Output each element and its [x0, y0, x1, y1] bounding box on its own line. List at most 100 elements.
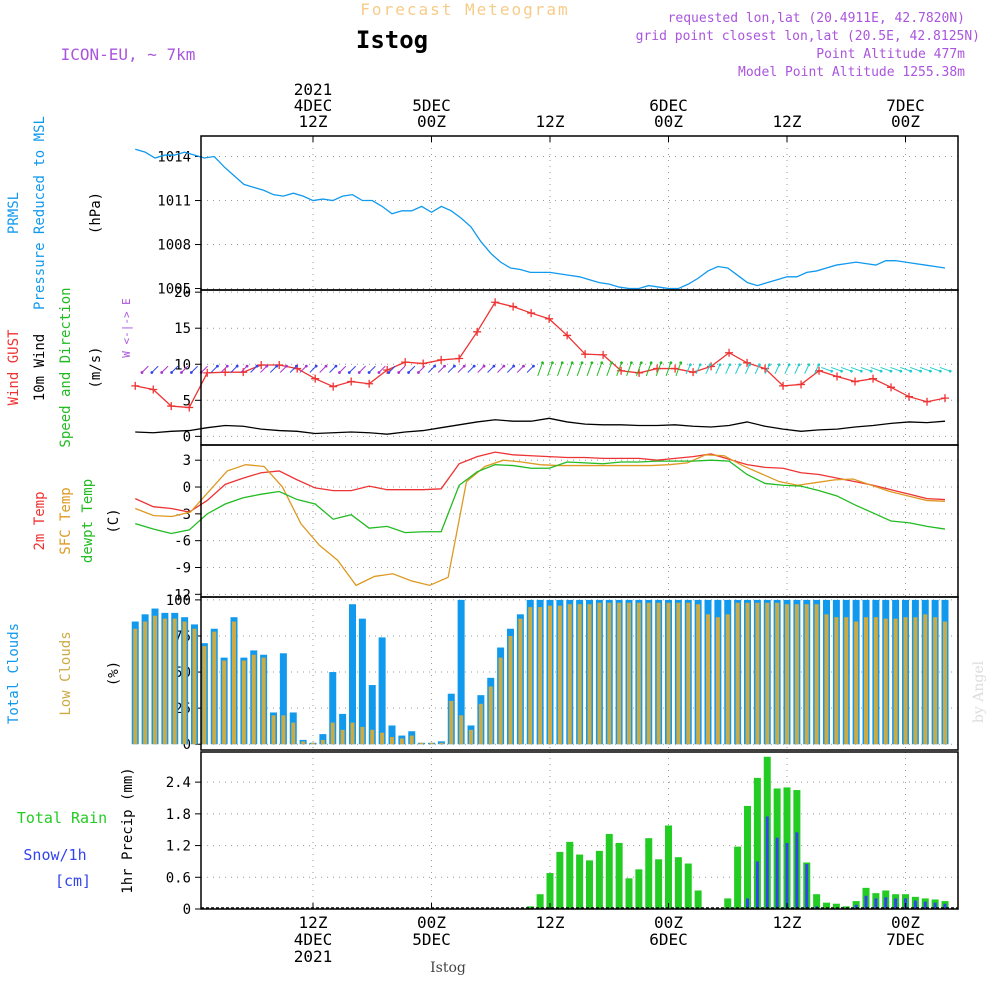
wind-arrow	[230, 365, 238, 373]
low-clouds-bar	[557, 605, 562, 745]
low-clouds-bar	[834, 617, 839, 745]
wind-gust-line	[135, 301, 946, 409]
panel-frame	[200, 444, 959, 598]
wind-arrow-head	[948, 369, 952, 373]
low-clouds-bar	[133, 628, 138, 745]
wind-arrow	[764, 364, 770, 375]
total-rain-bar	[586, 860, 593, 909]
wind-arrow-head	[629, 361, 633, 365]
time-label: 6DEC	[649, 96, 688, 115]
wind-arrow-head	[659, 361, 663, 365]
wind-arrow	[388, 365, 396, 373]
wind-arrow-head	[367, 371, 371, 374]
total-clouds-bar	[368, 685, 376, 745]
total-clouds-bar	[279, 653, 287, 745]
wind-arrow-head	[909, 369, 913, 373]
y-tick-label: 15	[174, 321, 191, 337]
wind-arrow	[929, 366, 941, 372]
total-clouds-bar	[378, 637, 386, 745]
low-clouds-bar	[715, 617, 720, 745]
wind-arrow	[939, 366, 951, 372]
wind-arrow	[636, 362, 642, 377]
wind-arrow	[299, 365, 307, 373]
wind-arrow-head	[550, 361, 554, 365]
wind-arrow-head	[377, 371, 381, 374]
wind-arrow	[705, 364, 711, 375]
time-label: 4DEC	[294, 930, 333, 949]
y-tick-label: 0	[183, 429, 191, 445]
gust-marker	[527, 309, 536, 318]
wind-arrow-head	[532, 364, 535, 368]
wind-arrow-head	[708, 363, 712, 367]
wind-arrow-head	[817, 363, 821, 367]
y-tick-label: 1.2	[166, 839, 191, 855]
wind-arrow	[250, 365, 258, 373]
low-clouds-bar	[587, 604, 592, 745]
wind-arrow	[596, 362, 603, 377]
app-title: Forecast Meteogram	[360, 0, 569, 19]
total-rain-bar	[655, 859, 663, 909]
low-clouds-bar	[725, 614, 730, 745]
wind-arrow	[161, 365, 169, 373]
total-rain-bar	[724, 898, 732, 909]
wind-arrow	[339, 365, 347, 373]
low-clouds-bar	[528, 607, 533, 745]
gust-marker	[671, 364, 680, 373]
time-label: 2021	[294, 80, 333, 99]
wind-arrow	[840, 366, 852, 372]
y-tick-label: 20	[174, 285, 191, 301]
wind-arrow	[725, 364, 731, 375]
total-rain-bar	[684, 863, 692, 909]
low-clouds-bar	[330, 722, 335, 745]
total-rain-bar	[832, 903, 840, 909]
low-clouds-bar	[281, 715, 286, 745]
total-rain-bar	[734, 846, 742, 909]
wind-arrow	[566, 362, 573, 377]
snow-1h-bar	[874, 898, 878, 909]
low-clouds-bar	[804, 604, 809, 745]
wind-arrow	[171, 365, 179, 373]
low-clouds-bar	[765, 602, 770, 745]
total-clouds-bar	[437, 741, 445, 745]
gust-marker	[869, 374, 878, 383]
wind-direction-legend: W <-|-> E	[120, 298, 133, 358]
wind-arrow-head	[807, 363, 811, 367]
y-axis-label: 2m Temp	[32, 491, 48, 550]
low-clouds-bar	[202, 646, 207, 745]
wind-arrow-head	[728, 363, 732, 367]
gust-marker	[329, 382, 338, 391]
y-tick-label: 3	[183, 453, 191, 469]
dewpt-temp-line	[135, 459, 946, 535]
low-clouds-bar	[162, 618, 167, 745]
wind-arrow	[754, 364, 760, 375]
low-clouds-bar	[429, 742, 434, 745]
wind-arrow-head	[255, 364, 259, 368]
gust-marker	[833, 372, 842, 381]
y-tick-label: 1.8	[166, 807, 191, 823]
wind-arrow	[850, 366, 862, 372]
wind-arrow	[279, 365, 287, 373]
point-altitude: Point Altitude 477m	[816, 47, 965, 62]
snow-1h-bar	[746, 898, 749, 909]
y-tick-label: -9	[174, 560, 191, 576]
wind-arrow-head	[338, 371, 341, 374]
y-tick-label: 100	[166, 593, 191, 609]
low-clouds-bar	[172, 618, 177, 745]
y-tick-label: 0	[183, 737, 191, 753]
low-clouds-bar	[706, 614, 710, 745]
low-clouds-bar	[627, 602, 631, 745]
low-clouds-bar	[350, 722, 355, 745]
wind-arrow	[784, 364, 790, 375]
low-clouds-bar	[439, 742, 444, 745]
low-clouds-bar	[873, 617, 878, 745]
wind-arrow	[408, 365, 416, 373]
panel-frame	[200, 596, 959, 751]
time-label: 00Z	[891, 112, 920, 131]
gust-marker	[167, 402, 176, 411]
total-clouds-bar	[319, 734, 327, 745]
wind-arrow-head	[160, 371, 164, 374]
wind-arrow-head	[235, 364, 239, 368]
time-label: 7DEC	[886, 96, 925, 115]
total-rain-bar	[674, 857, 682, 909]
